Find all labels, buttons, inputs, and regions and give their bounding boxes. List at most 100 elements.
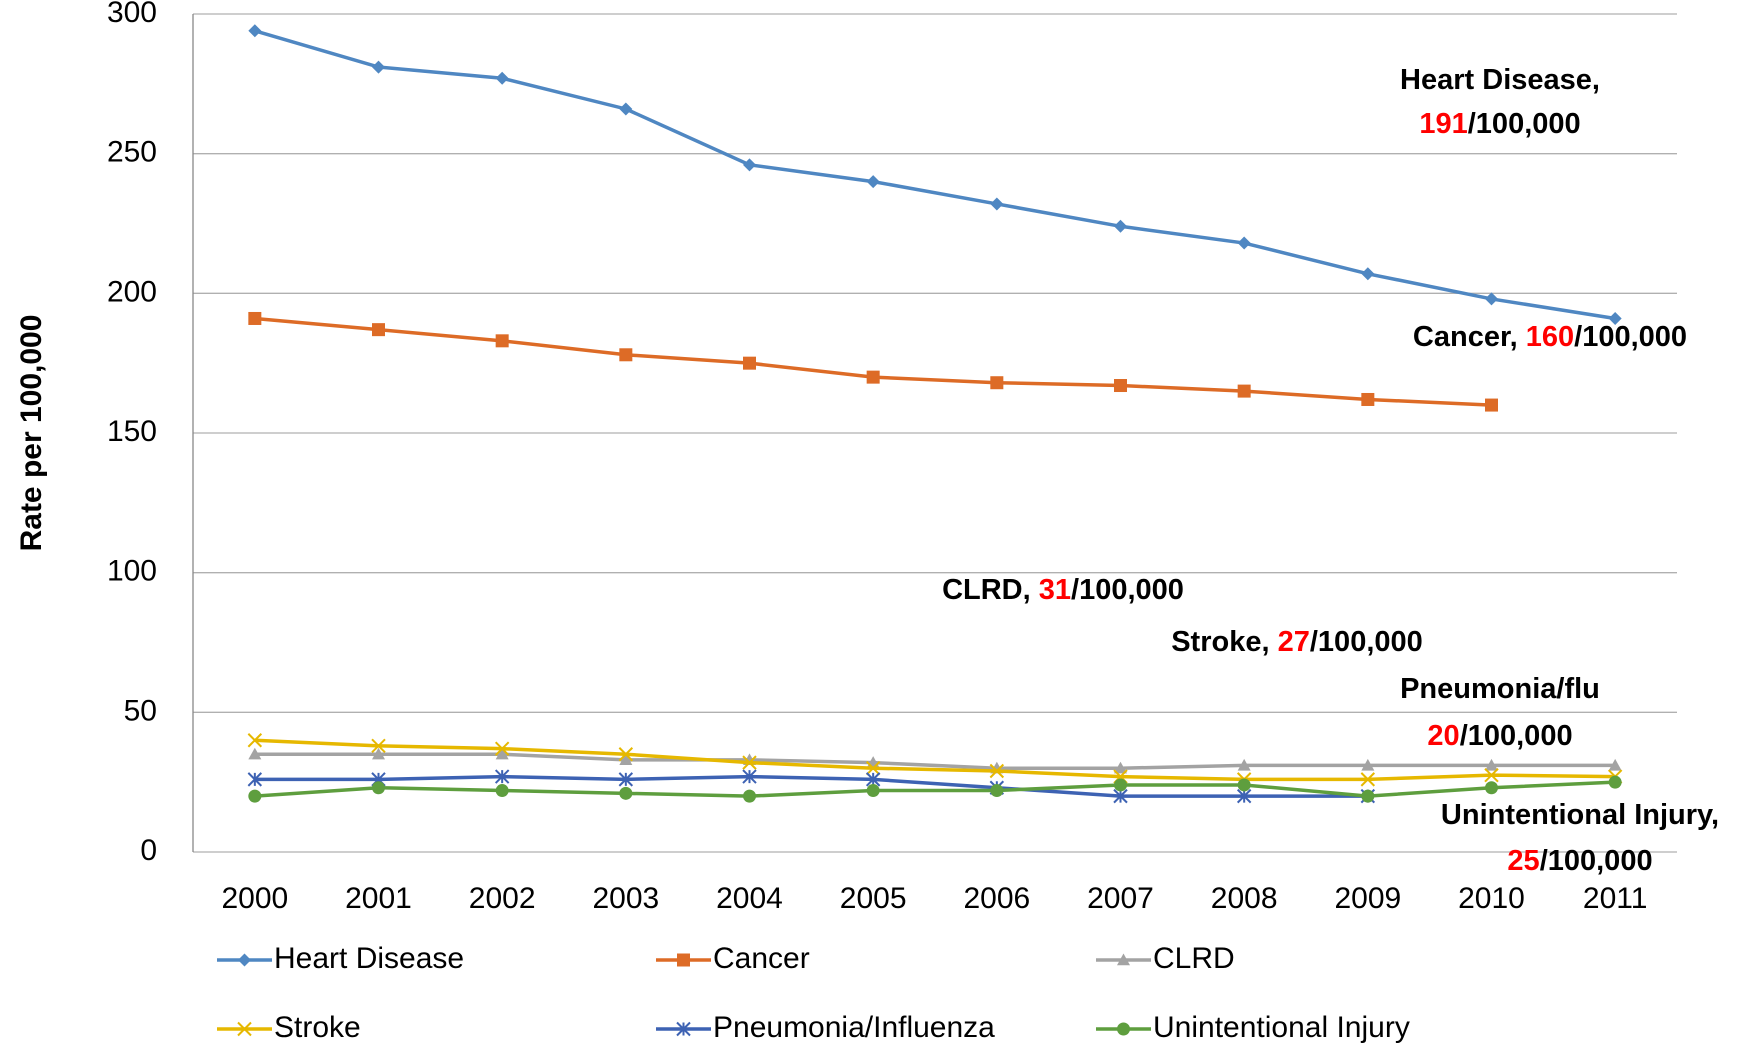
x-tick-label: 2003	[592, 882, 659, 915]
annotation-unit: /100,000	[1574, 321, 1687, 353]
legend-item: Cancer	[656, 942, 810, 975]
legend-label: Unintentional Injury	[1153, 1011, 1410, 1044]
y-tick-label: 100	[107, 555, 157, 588]
marker	[372, 781, 385, 795]
marker	[990, 784, 1004, 798]
x-tick-label: 2000	[221, 882, 288, 915]
marker	[371, 738, 386, 754]
y-tick-label: 300	[107, 0, 157, 29]
marker	[1608, 311, 1622, 325]
marker	[866, 370, 880, 384]
marker	[1485, 758, 1498, 771]
marker	[990, 197, 1004, 211]
marker	[618, 772, 634, 787]
annotation-value: 31	[1039, 574, 1071, 606]
annotation-value: 20	[1427, 720, 1459, 752]
marker	[247, 733, 263, 748]
marker	[619, 102, 633, 116]
annotation-value: 25	[1507, 845, 1539, 877]
marker	[677, 953, 690, 967]
marker	[866, 784, 880, 798]
y-tick-label: 150	[107, 415, 157, 448]
marker	[1608, 775, 1622, 789]
marker	[1361, 789, 1375, 803]
annotation-space	[1031, 574, 1039, 606]
annotation-text: 20/100,000	[1427, 720, 1572, 752]
y-axis-label: Rate per 100,000	[15, 315, 48, 552]
annotation-text: 25/100,000	[1507, 845, 1652, 877]
marker	[1237, 384, 1251, 398]
marker	[1117, 1022, 1130, 1036]
marker	[1484, 767, 1499, 783]
annotation-value: 191	[1419, 108, 1467, 140]
annotation-text: Pneumonia/flu	[1400, 673, 1600, 705]
marker	[1361, 392, 1375, 406]
annotation-label: Stroke,	[1171, 626, 1269, 658]
marker	[618, 747, 634, 762]
annotation-space	[1518, 321, 1526, 353]
series-line	[254, 752, 1616, 770]
legend-label: CLRD	[1153, 942, 1235, 975]
x-tick-label: 2010	[1458, 882, 1525, 915]
series	[248, 747, 1622, 774]
marker	[1608, 758, 1622, 771]
marker	[1485, 292, 1498, 306]
annotation-label: Heart Disease,	[1400, 64, 1600, 96]
marker	[495, 784, 509, 798]
marker	[238, 953, 251, 967]
marker	[372, 323, 385, 337]
marker	[619, 348, 633, 362]
marker	[1237, 778, 1251, 792]
y-tick-label: 250	[107, 136, 157, 169]
annotation-text: Unintentional Injury,	[1441, 799, 1719, 831]
marker	[372, 60, 385, 74]
annotation-label: Cancer,	[1413, 321, 1518, 353]
series	[248, 311, 1498, 412]
x-tick-label: 2004	[716, 882, 783, 915]
series-line	[254, 780, 1616, 798]
series	[248, 775, 1622, 803]
series	[247, 733, 1623, 787]
marker	[619, 753, 633, 766]
x-tick-label: 2002	[469, 882, 536, 915]
marker	[248, 789, 262, 803]
annotation-text: Stroke, 27/100,000	[1171, 626, 1423, 658]
marker	[1114, 379, 1127, 393]
marker	[248, 747, 262, 760]
legend-item: Stroke	[217, 1011, 361, 1044]
marker	[1117, 953, 1130, 966]
annotation-label: CLRD,	[942, 574, 1031, 606]
marker	[1236, 788, 1252, 804]
marker	[1360, 772, 1376, 787]
legend-label: Heart Disease	[274, 942, 464, 975]
annotation-value: 160	[1526, 321, 1574, 353]
marker	[495, 334, 509, 348]
marker	[742, 769, 757, 784]
annotation-unit: /100,000	[1310, 626, 1423, 658]
marker	[865, 760, 881, 776]
marker	[865, 772, 881, 787]
legend-item: Heart Disease	[217, 942, 464, 975]
x-tick-label: 2006	[963, 882, 1030, 915]
marker	[989, 763, 1005, 779]
marker	[237, 1021, 252, 1037]
marker	[743, 158, 756, 172]
marker	[619, 786, 633, 800]
marker	[494, 769, 510, 784]
legend-item: CLRD	[1096, 942, 1235, 975]
annotation-unit: /100,000	[1460, 720, 1573, 752]
annotation-unit: /100,000	[1071, 574, 1184, 606]
annotation: CLRD, 31/100,000	[942, 574, 1184, 606]
x-tick-label: 2009	[1334, 882, 1401, 915]
series	[248, 24, 1622, 325]
annotation: Heart Disease, 191/100,000	[1400, 64, 1600, 140]
series-line	[254, 738, 1616, 782]
y-tick-label: 50	[124, 694, 157, 727]
marker	[1485, 398, 1498, 412]
marker	[1114, 778, 1127, 792]
x-tick-label: 2005	[840, 882, 907, 915]
annotation-label: Pneumonia/flu	[1400, 673, 1600, 705]
marker	[1361, 758, 1375, 771]
legend-label: Cancer	[713, 942, 810, 975]
